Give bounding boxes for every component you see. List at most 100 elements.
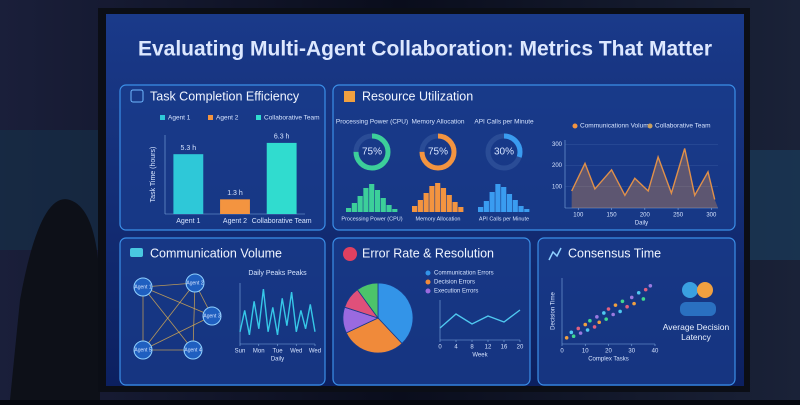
- value-label: 1.3 h: [227, 190, 243, 197]
- scatter-point: [571, 334, 576, 339]
- histogram-bar: [524, 209, 530, 212]
- icon: [697, 282, 713, 298]
- person-silhouette: [10, 199, 100, 400]
- scatter-point: [636, 290, 641, 295]
- y-tick-label: 300: [552, 142, 563, 148]
- panel: [537, 237, 736, 386]
- panel: [119, 237, 326, 386]
- gauge-label: Processing Power (CPU): [336, 119, 408, 126]
- histogram-bar: [440, 188, 447, 212]
- gauge-label: Memory Allocation: [411, 119, 464, 126]
- x-tick-label: Tue: [272, 349, 283, 355]
- histogram-label: Processing Power (CPU): [341, 216, 402, 222]
- x-tick-label: 100: [573, 213, 584, 219]
- network-edge: [142, 286, 213, 317]
- histogram-bar: [380, 198, 386, 212]
- legend-label: Collaborative Team: [655, 123, 711, 130]
- scatter-point: [597, 320, 601, 325]
- histogram-bar: [423, 193, 429, 212]
- scatter-point: [595, 315, 599, 319]
- network-node: [133, 277, 153, 297]
- network-node: [183, 340, 203, 360]
- histogram-bar: [412, 206, 418, 212]
- gauge-value: 30%: [494, 147, 514, 158]
- scatter-point: [629, 295, 634, 300]
- bar: [173, 154, 204, 214]
- node-label: Agent 2: [186, 280, 203, 286]
- gauge-arc: [419, 133, 457, 171]
- scatter-point: [592, 325, 597, 329]
- scatter-point: [625, 304, 629, 309]
- histogram-bar: [369, 184, 375, 212]
- x-tick-label: Wed: [290, 349, 302, 355]
- x-tick-label: Wed: [309, 349, 321, 355]
- histogram-bar: [392, 209, 398, 212]
- axis-title: Task Time (hours): [150, 147, 157, 203]
- x-tick-label: 8: [470, 345, 474, 351]
- axis-title: Complex Tasks: [588, 357, 629, 363]
- network-edge: [142, 282, 196, 351]
- legend-swatch: [425, 270, 431, 276]
- scatter-point: [620, 299, 625, 304]
- axis-title: Week: [472, 353, 488, 359]
- histogram-bar: [346, 208, 352, 212]
- y-tick-label: 200: [552, 163, 563, 169]
- node-label: Agent 5: [134, 347, 151, 353]
- x-tick-label: 16: [501, 345, 508, 351]
- histogram-bar: [363, 188, 369, 212]
- legend-label: Decision Errors: [434, 280, 475, 286]
- line: [239, 289, 316, 336]
- y-tick-label: 100: [552, 184, 563, 190]
- note: Average Decision Latency: [662, 322, 730, 342]
- network-edge: [142, 286, 194, 351]
- node-label: Agent 3: [203, 313, 220, 319]
- value-label: 6.3 h: [274, 134, 290, 141]
- x-tick-label: 150: [607, 213, 618, 219]
- area: [571, 148, 718, 208]
- histogram-label: API Calls per Minute: [479, 216, 529, 222]
- panel-title: Resource Utilization: [362, 89, 473, 103]
- axis-title: Decision Time: [551, 292, 557, 330]
- legend-label: Communication Errors: [434, 271, 494, 277]
- histogram-label: Memory Allocation: [416, 216, 461, 222]
- histogram-bar: [483, 201, 489, 212]
- histogram-bar: [506, 194, 513, 212]
- icon: [344, 91, 355, 102]
- pie-slice: [356, 282, 379, 320]
- x-tick-label: 12: [485, 345, 492, 351]
- scatter-point: [602, 311, 606, 315]
- histogram-bar: [446, 195, 452, 212]
- scatter-point: [643, 287, 648, 292]
- histogram-bar: [501, 187, 507, 212]
- legend-swatch: [160, 115, 165, 120]
- network-edge: [192, 282, 196, 351]
- scatter-point: [611, 312, 615, 317]
- axis-title: Daily: [635, 221, 648, 227]
- x-tick-label: 20: [605, 349, 612, 355]
- histogram-bar: [489, 192, 495, 212]
- histogram-bar: [386, 205, 392, 212]
- histogram-bar: [458, 207, 464, 212]
- scatter-point: [632, 301, 636, 306]
- histogram-bar: [495, 184, 501, 212]
- legend-label: Agent 2: [216, 115, 239, 122]
- histogram-bar: [417, 200, 423, 212]
- panel-title: Task Completion Efficiency: [150, 89, 300, 103]
- gauge-label: API Calls per Minute: [474, 119, 534, 126]
- x-tick-label: 20: [517, 345, 524, 351]
- x-tick-label: 0: [438, 345, 442, 351]
- x-tick-label: 200: [640, 213, 651, 219]
- network-node: [202, 306, 222, 326]
- x-tick-label: 0: [560, 349, 564, 355]
- legend-swatch: [208, 115, 213, 120]
- line: [439, 309, 521, 329]
- scatter-point: [576, 326, 581, 331]
- legend-label: Collaborative Team: [264, 115, 320, 122]
- scatter-point: [613, 303, 618, 307]
- icon: [343, 247, 357, 261]
- x-tick-label: 250: [673, 213, 684, 219]
- scatter-point: [641, 297, 646, 301]
- x-tick-label: Collaborative Team: [252, 218, 312, 225]
